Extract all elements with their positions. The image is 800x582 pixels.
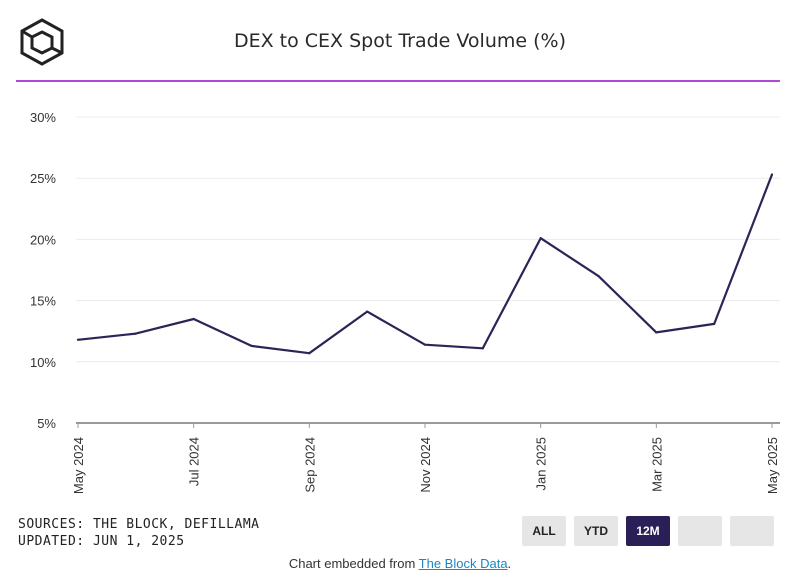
x-tick-label: Mar 2025	[649, 437, 664, 492]
title-divider	[16, 80, 780, 82]
data-point	[423, 343, 427, 346]
data-point	[481, 347, 484, 350]
data-point	[192, 317, 195, 321]
chart-sources: SOURCES: THE BLOCK, DEFILLAMA UPDATED: J…	[18, 516, 259, 550]
line-chart: 5% 10% 15% 20% 25% 30% May 2024 Jul 2024 Sep 202…	[30, 110, 780, 494]
embed-note: Chart embedded from The Block Data.	[0, 556, 800, 571]
y-tick-label: 20%	[30, 232, 56, 247]
data-point	[597, 275, 600, 278]
range-button-ytd[interactable]: YTD	[574, 516, 618, 546]
data-point	[250, 344, 253, 347]
embed-suffix: .	[507, 556, 512, 571]
series-line	[77, 174, 774, 355]
data-point	[134, 332, 137, 335]
x-tick-label: May 2024	[71, 437, 86, 494]
range-button-blank-2[interactable]	[730, 516, 774, 546]
sources-text: SOURCES: THE BLOCK, DEFILLAMA	[18, 517, 260, 532]
y-tick-label: 25%	[30, 171, 56, 186]
updated-text: UPDATED: JUN 1, 2025	[18, 534, 185, 549]
x-tick-label: Sep 2024	[302, 437, 317, 493]
the-block-logo-icon	[18, 18, 66, 66]
x-tick-label: Jul 2024	[187, 437, 202, 486]
range-button-blank-1[interactable]	[678, 516, 722, 546]
x-tick-label: May 2025	[765, 437, 780, 494]
data-point	[308, 352, 311, 355]
data-point	[539, 237, 542, 240]
y-tick-label: 10%	[30, 355, 56, 370]
x-tick-label: Nov 2024	[418, 437, 433, 493]
data-point	[655, 331, 658, 334]
y-tick-label: 15%	[30, 294, 56, 309]
range-button-all[interactable]: ALL	[522, 516, 566, 546]
data-point	[770, 173, 774, 176]
y-tick-label: 5%	[37, 416, 56, 431]
chart-title: DEX to CEX Spot Trade Volume (%)	[233, 30, 566, 52]
the-block-data-link[interactable]: The Block Data	[418, 556, 508, 571]
data-point	[76, 338, 80, 341]
x-tick-label: Jan 2025	[534, 437, 549, 491]
embed-prefix: Chart embedded from	[288, 556, 419, 571]
range-button-12m[interactable]: 12M	[626, 516, 670, 546]
data-point	[366, 310, 369, 313]
y-tick-label: 30%	[30, 110, 56, 125]
data-point	[713, 322, 716, 325]
